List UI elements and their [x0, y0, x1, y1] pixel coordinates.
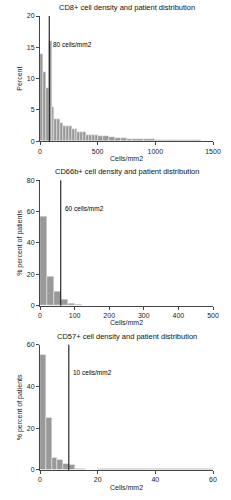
- svg-text:0: 0: [31, 466, 35, 473]
- svg-text:60: 60: [27, 208, 35, 215]
- svg-text:0: 0: [38, 148, 42, 155]
- svg-text:0: 0: [38, 476, 42, 483]
- svg-text:40: 40: [151, 476, 159, 483]
- svg-text:400: 400: [173, 312, 185, 319]
- svg-text:60: 60: [209, 476, 217, 483]
- svg-text:1500: 1500: [205, 148, 221, 155]
- svg-text:Percent: Percent: [16, 67, 23, 91]
- svg-text:Cells/mm2: Cells/mm2: [110, 155, 143, 162]
- svg-text:0: 0: [31, 138, 35, 145]
- svg-text:1000: 1000: [148, 148, 164, 155]
- svg-text:0: 0: [31, 302, 35, 309]
- svg-text:500: 500: [92, 148, 104, 155]
- svg-text:15: 15: [27, 44, 35, 51]
- svg-text:5: 5: [31, 106, 35, 113]
- svg-text:10 cells/mm2: 10 cells/mm2: [73, 369, 112, 376]
- svg-text:20: 20: [27, 271, 35, 278]
- svg-text:200: 200: [103, 312, 115, 319]
- svg-text:300: 300: [138, 312, 150, 319]
- svg-text:CD66b+ cell density and patien: CD66b+ cell density and patient distribu…: [55, 167, 199, 176]
- svg-text:% percent of patients: % percent of patients: [16, 210, 24, 276]
- svg-text:60: 60: [27, 341, 35, 348]
- svg-text:CD57+ cell density and patient: CD57+ cell density and patient distribut…: [57, 332, 197, 341]
- svg-text:Cells/mm2: Cells/mm2: [110, 484, 143, 491]
- svg-text:80: 80: [27, 177, 35, 184]
- svg-text:40: 40: [27, 383, 35, 390]
- svg-text:20: 20: [94, 476, 102, 483]
- svg-text:100: 100: [69, 312, 81, 319]
- svg-text:40: 40: [27, 239, 35, 246]
- svg-text:20: 20: [27, 12, 35, 19]
- svg-text:60 cells/mm2: 60 cells/mm2: [65, 205, 104, 212]
- svg-text:500: 500: [207, 312, 219, 319]
- svg-text:10: 10: [27, 75, 35, 82]
- svg-text:% percent of patients: % percent of patients: [16, 374, 24, 440]
- svg-text:20: 20: [27, 425, 35, 432]
- svg-text:80 cells/mm2: 80 cells/mm2: [53, 41, 92, 48]
- svg-text:Cells/mm2: Cells/mm2: [110, 319, 143, 326]
- svg-text:0: 0: [38, 312, 42, 319]
- svg-text:CD8+ cell density and patient: CD8+ cell density and patient distributi…: [59, 3, 195, 12]
